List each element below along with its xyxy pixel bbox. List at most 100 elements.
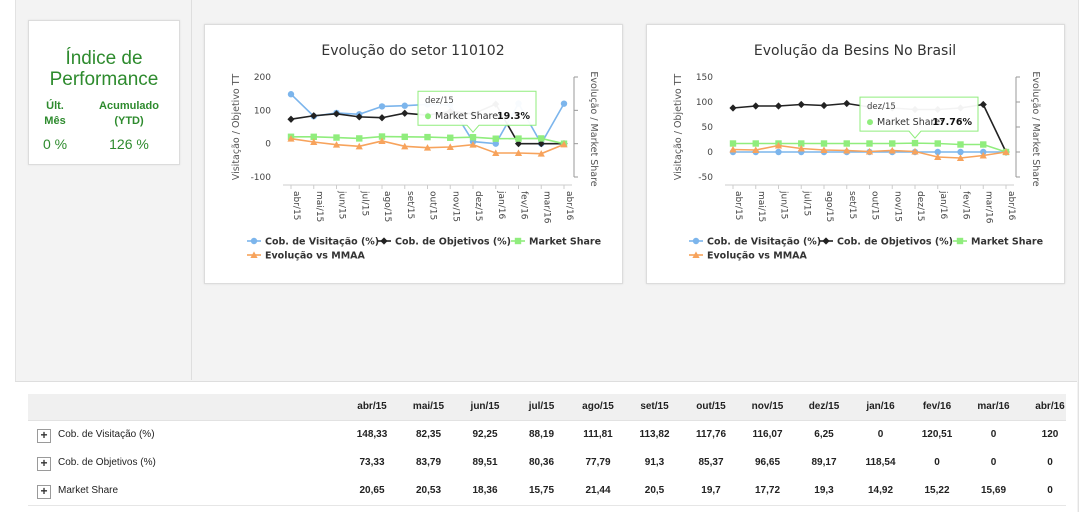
legend-label: Evolução vs MMAA (707, 251, 808, 262)
legend-symbol (692, 237, 700, 245)
table-cell: 89,51 (472, 457, 498, 468)
ytd-header-line2: (YTD) (114, 115, 144, 127)
x-tick-label: abr/15 (733, 191, 743, 220)
performance-title-line2: Performance (49, 69, 159, 90)
column-header: mar/16 (977, 401, 1010, 412)
x-tick-label: abr/16 (564, 191, 574, 221)
column-header: abr/16 (1035, 401, 1065, 412)
tooltip-value: 19.3% (497, 111, 530, 122)
data-point (752, 146, 760, 153)
table-cell: 117,76 (695, 429, 727, 440)
tooltip-marker (867, 119, 873, 126)
table-cell: 15,69 (980, 485, 1007, 496)
legend-symbol (380, 237, 388, 245)
legend-label: Cob. de Visitação (%) (265, 237, 379, 248)
legend-label: Cob. de Objetivos (%) (395, 237, 511, 248)
data-point (378, 114, 386, 122)
data-point (843, 146, 851, 154)
data-point (820, 101, 828, 110)
data-point (979, 100, 987, 109)
x-tick-label: fev/16 (961, 191, 971, 220)
data-point (866, 140, 873, 147)
y-tick-label: 0 (707, 148, 713, 158)
legend-symbol (250, 251, 258, 258)
table-cell: 14,92 (867, 485, 894, 496)
data-point (492, 149, 500, 156)
data-point (820, 140, 828, 147)
x-tick-label: ago/15 (824, 191, 834, 222)
data-point (310, 112, 318, 120)
data-point (911, 139, 919, 147)
table-cell: 0 (990, 457, 997, 468)
data-point (310, 138, 318, 145)
legend-label: Evolução vs MMAA (265, 251, 366, 262)
row-label: Market Share (58, 485, 119, 496)
data-point (514, 149, 523, 156)
table-cell: 0 (877, 429, 884, 440)
legend-symbol (514, 237, 522, 245)
data-point (538, 135, 545, 142)
table-cell: 91,3 (644, 457, 665, 468)
x-tick-label: nov/15 (450, 191, 460, 222)
x-tick-label: mar/16 (983, 191, 993, 224)
data-point (378, 137, 386, 144)
table-cell: 120 (1041, 429, 1059, 440)
x-tick-label: out/15 (870, 191, 880, 220)
data-point (911, 147, 919, 155)
data-point (1002, 148, 1010, 155)
y-axis-label: Visitação / Objetivo TT (673, 74, 684, 181)
expand-row-button[interactable]: + (37, 485, 51, 499)
x-tick-label: mar/16 (541, 191, 551, 224)
x-tick-label: set/15 (405, 191, 415, 219)
table-cell: 20,65 (359, 485, 385, 496)
data-point (424, 133, 431, 141)
data-point (752, 102, 760, 110)
column-header: fev/16 (922, 401, 952, 412)
sector-evolution-svg: Evolução do setor 110102 Visitação / Obje… (231, 43, 601, 262)
x-tick-label: jan/16 (938, 190, 948, 219)
data-point (287, 91, 295, 98)
data-point (378, 103, 386, 110)
table-cell: 20,5 (644, 485, 665, 496)
tooltip-value: 17.76% (932, 117, 972, 128)
x-tick-label: jul/15 (801, 190, 811, 216)
x-tick-label: out/15 (428, 191, 438, 220)
data-point (797, 144, 805, 152)
table-cell: 18,36 (472, 485, 498, 496)
data-point (355, 113, 363, 121)
x-tick-label: mai/15 (756, 191, 766, 222)
data-point (537, 150, 545, 157)
data-point (934, 153, 942, 160)
x-tick-label: nov/15 (892, 191, 902, 222)
data-point (378, 133, 386, 140)
table-cell: 120,51 (921, 429, 953, 440)
data-point (515, 135, 522, 142)
table-cell: 77,79 (585, 457, 611, 468)
data-point (333, 134, 340, 141)
chart-title: Evolução da Besins No Brasil (754, 43, 956, 59)
expand-row-button[interactable]: + (37, 457, 51, 471)
table-cell: 88,19 (528, 429, 555, 440)
data-point (797, 100, 805, 109)
expand-row-button[interactable]: + (37, 429, 51, 443)
data-point (979, 151, 987, 159)
legend-label: Market Share (971, 237, 1043, 248)
y-tick-label: 50 (702, 123, 714, 133)
row-label: Cob. de Objetivos (%) (58, 457, 156, 468)
ytd-header-line1: Acumulado (99, 100, 159, 112)
table-cell: 118,54 (865, 457, 896, 468)
x-tick-label: dez/15 (915, 191, 925, 221)
table-cell: 111,81 (583, 429, 613, 440)
last-month-header-line2: Mês (44, 115, 66, 127)
data-point (729, 104, 737, 112)
data-point (423, 144, 432, 151)
legend-label: Cob. de Visitação (%) (707, 237, 821, 248)
y-tick-label: -50 (698, 173, 713, 183)
data-point (447, 134, 454, 141)
x-tick-label: set/15 (847, 191, 857, 219)
data-point (332, 141, 341, 148)
data-point (980, 141, 987, 148)
data-point (934, 140, 941, 147)
data-point (356, 135, 363, 142)
table-cell: 15,75 (528, 485, 555, 496)
